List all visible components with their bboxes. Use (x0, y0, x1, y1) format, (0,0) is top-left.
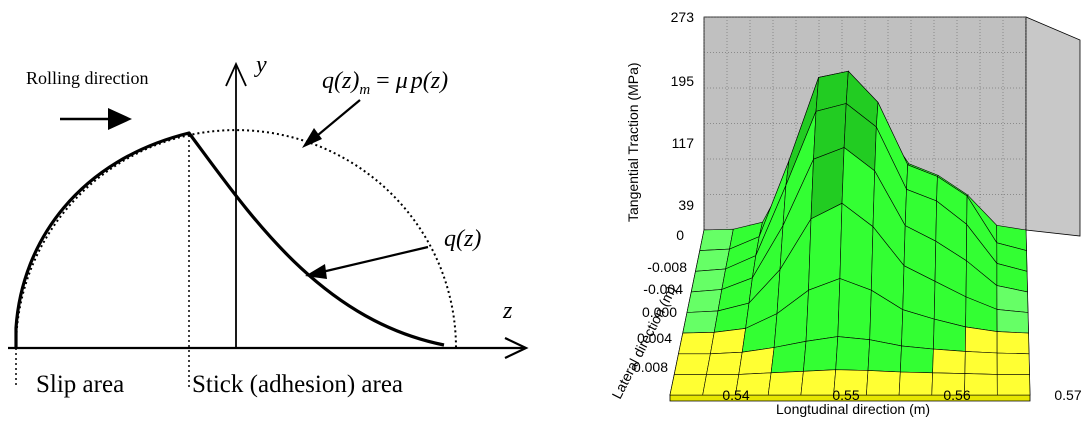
surface-cell (964, 326, 998, 354)
limit-traction-label: q(z)m = μ p(z) (322, 68, 448, 98)
surface-cell (803, 336, 839, 372)
limit-label-q: q (322, 68, 334, 94)
x-axis-title: Longtudinal direction (m) (776, 401, 930, 417)
actual-traction-curve (14, 131, 445, 348)
y-tick-label: 0.000 (642, 304, 677, 320)
rolling-direction-label: Rolling direction (26, 68, 148, 88)
surface-cell (996, 352, 1030, 375)
surface-cell (898, 371, 933, 396)
side-wall (1025, 16, 1081, 237)
surface-cell (682, 310, 719, 334)
limit-label-p: p (409, 68, 423, 94)
x-tick-label: 0.54 (722, 387, 749, 403)
surface-cell (690, 268, 726, 293)
surface-mesh (669, 70, 1031, 396)
y-tick-label: 0.004 (637, 330, 672, 346)
limit-label-eq: = (370, 68, 396, 94)
surface-cell (866, 370, 901, 396)
traction-label: q(z) (444, 226, 481, 252)
surface-cell (996, 374, 1031, 396)
traction-label-pointer-head (305, 264, 327, 279)
z-tick-label: 0 (676, 227, 684, 243)
slip-area-label: Slip area (36, 371, 124, 398)
y-axis-label: y (254, 52, 267, 78)
surface-cell (996, 331, 1030, 355)
stick-area-label: Stick (adhesion) area (192, 371, 403, 398)
limit-label-sub: m (359, 82, 370, 98)
traction-diagram-svg: Rolling direction y z q(z)m = μ p(z) q(z)… (8, 52, 529, 398)
traction-label-pointer (321, 245, 429, 274)
traction-diagram: Rolling direction y z q(z)m = μ p(z) q(z)… (0, 0, 540, 425)
surface-cell (695, 248, 730, 272)
traction-label-q: q (444, 226, 456, 252)
surface-cell (932, 348, 966, 374)
surface-cell (800, 369, 837, 396)
surface-cell (835, 336, 871, 371)
surface-cell (767, 370, 804, 396)
z-tick-label: 39 (678, 197, 694, 213)
surface-cell (678, 331, 715, 355)
y-tick-label: 0.008 (633, 359, 668, 375)
surface-cell (996, 309, 1029, 334)
traction-surface-plot: Tangential Traction (MPa) Lateral direct… (560, 0, 1087, 425)
surface-cell (710, 328, 746, 355)
y-tick-label: -0.004 (643, 281, 683, 297)
z-tick-label: 117 (672, 135, 695, 151)
limit-label-pointer (311, 99, 361, 141)
z-axis-arrowhead (504, 337, 529, 359)
z-tick-label: 195 (671, 73, 695, 89)
surface-cell (686, 289, 723, 313)
surface-cell (706, 351, 743, 375)
y-axis-arrowhead (225, 61, 247, 87)
x-tick-label: 0.56 (943, 387, 970, 403)
z-axis-title: Tangential Traction (MPa) (625, 62, 641, 222)
x-tick-label: 0.57 (1054, 387, 1081, 403)
limit-label-pointer-head (302, 128, 322, 148)
rolling-direction-arrowhead (108, 108, 132, 130)
limit-label-arg: (z) (334, 68, 359, 94)
z-tick-label: 273 (671, 9, 695, 25)
traction-label-arg: (z) (456, 226, 481, 252)
limit-traction-curve (15, 129, 457, 349)
limit-label-arg2: (z) (423, 68, 448, 94)
z-axis-label: z (502, 298, 513, 324)
y-tick-label: -0.008 (647, 259, 687, 275)
limit-label-mu: μ (395, 68, 408, 94)
surface-cell (673, 353, 711, 375)
surface-cell (669, 374, 707, 396)
surface-cell (699, 228, 734, 251)
surface-cell (964, 351, 998, 375)
x-tick-label: 0.55 (832, 387, 859, 403)
surface-plot-svg: Tangential Traction (MPa) Lateral direct… (608, 9, 1081, 417)
surface-cell (899, 345, 934, 374)
